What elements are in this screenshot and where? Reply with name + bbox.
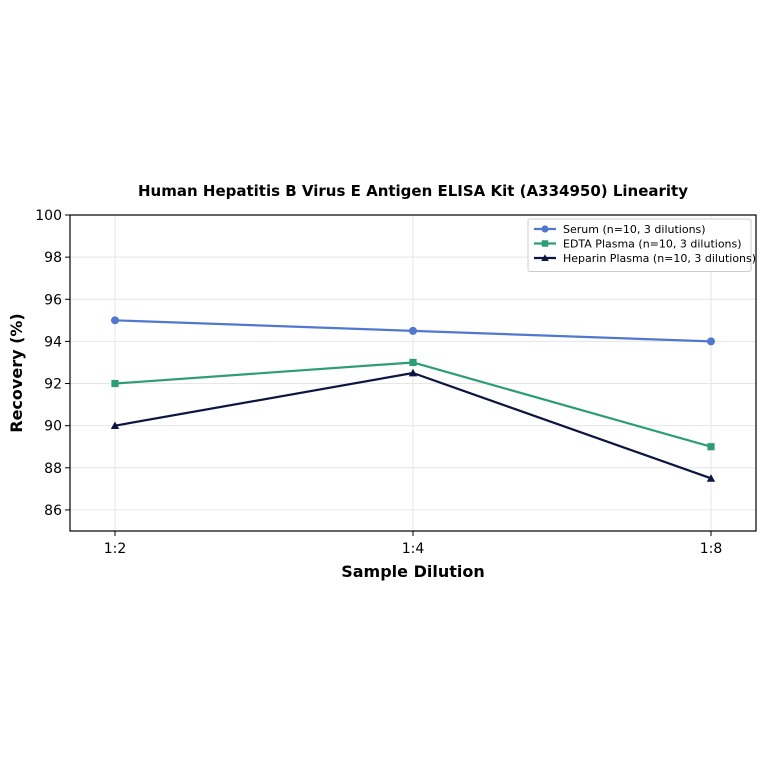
x-axis-label: Sample Dilution (341, 562, 485, 581)
legend-item: Heparin Plasma (n=10, 3 dilutions) (534, 252, 756, 265)
x-tick-label: 1:8 (700, 541, 723, 557)
data-point (707, 443, 715, 451)
y-tick-label: 86 (44, 503, 62, 519)
y-tick-label: 88 (44, 461, 62, 477)
legend-marker (541, 225, 549, 233)
y-axis-label: Recovery (%) (7, 313, 26, 432)
y-tick-label: 92 (44, 377, 62, 393)
legend-marker (541, 254, 549, 262)
data-point (409, 326, 417, 335)
series-1 (111, 316, 715, 346)
series-layer (110, 316, 716, 482)
data-point (408, 368, 418, 377)
series-2 (111, 358, 715, 451)
legend-item: EDTA Plasma (n=10, 3 dilutions) (534, 238, 742, 251)
legend-label: Heparin Plasma (n=10, 3 dilutions) (563, 252, 756, 265)
data-point (111, 316, 119, 325)
data-point (111, 379, 119, 388)
legend-marker (541, 240, 549, 247)
y-tick-label: 100 (35, 208, 62, 224)
data-point (707, 337, 715, 346)
axis-ticks: 86 88 90 92 94 96 98 100 1:2 1:4 1:8 (35, 208, 722, 557)
data-point (110, 421, 120, 430)
y-tick-label: 90 (44, 419, 62, 435)
y-tick-label: 96 (44, 292, 62, 308)
chart-title: Human Hepatitis B Virus E Antigen ELISA … (138, 182, 688, 200)
data-point (409, 358, 417, 367)
legend-label: EDTA Plasma (n=10, 3 dilutions) (563, 238, 742, 251)
legend-item: Serum (n=10, 3 dilutions) (534, 223, 706, 236)
x-tick-label: 1:4 (402, 541, 425, 557)
series-3 (110, 368, 716, 482)
y-tick-label: 98 (44, 250, 62, 266)
x-tick-label: 1:2 (104, 541, 127, 557)
data-point (706, 474, 716, 482)
legend-box (527, 218, 752, 272)
y-tick-label: 94 (44, 334, 62, 350)
legend-label: Serum (n=10, 3 dilutions) (563, 223, 706, 236)
legend: Serum (n=10, 3 dilutions) EDTA Plasma (n=… (527, 218, 756, 272)
